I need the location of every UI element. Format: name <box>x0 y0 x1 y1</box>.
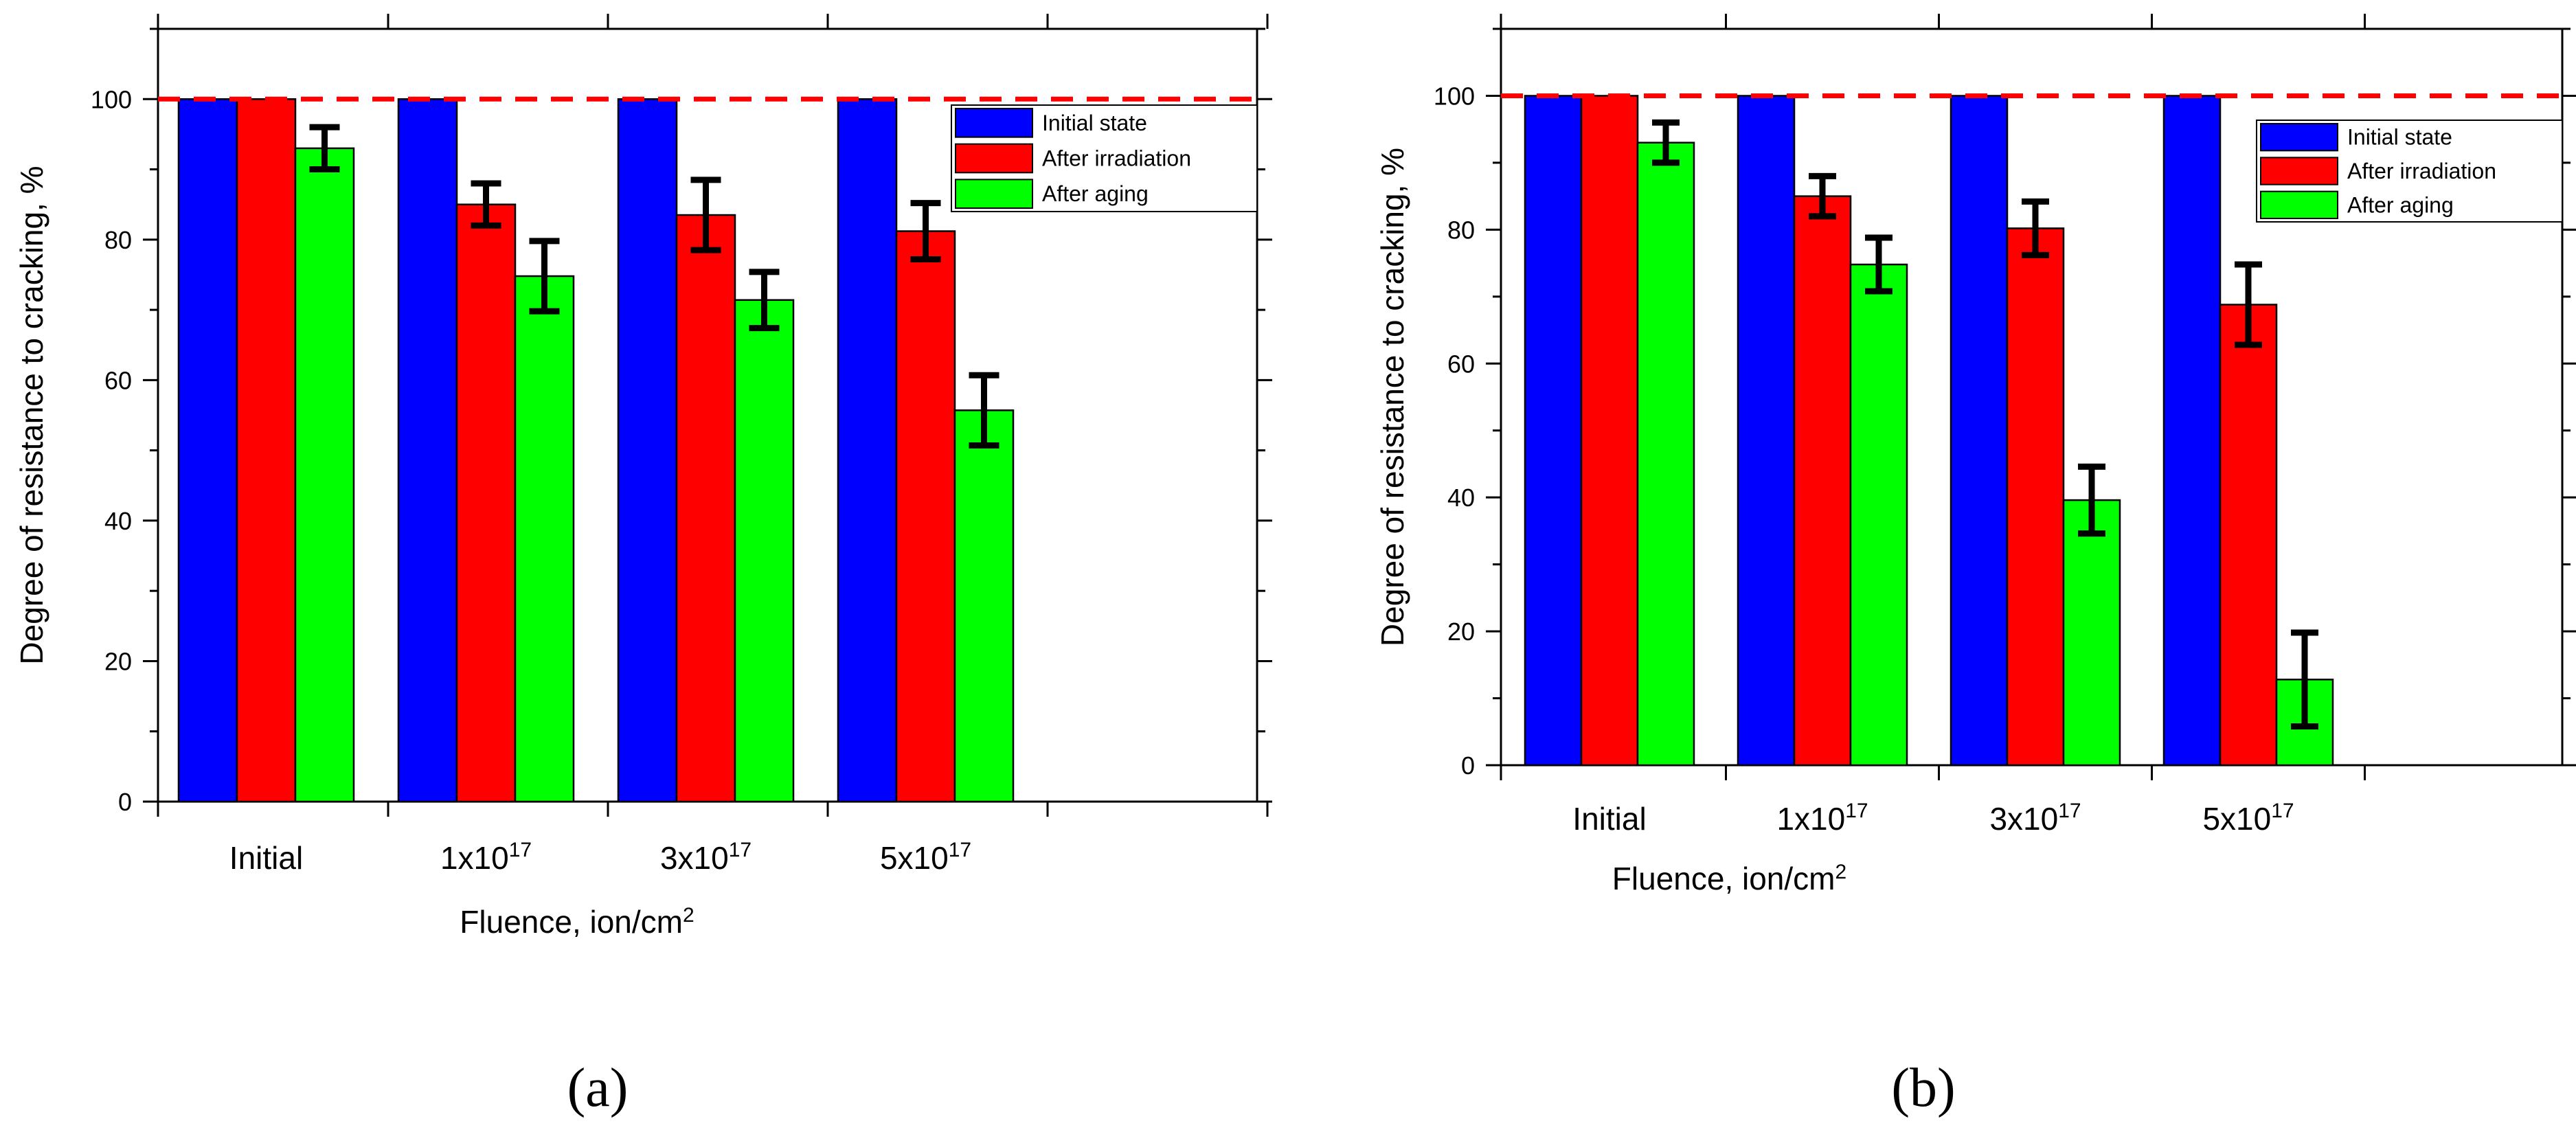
panel-b-bar-after-irradiation-1 <box>1793 195 1852 767</box>
panel-b-bar-after-aging-1 <box>1849 263 1908 767</box>
panel-b-category-label-0: Initial <box>1572 801 1646 837</box>
panel-a-y-tick-label: 60 <box>104 366 132 394</box>
panel-b-category-labels: Initial 1x1017 3x1017 5x1017 <box>1572 800 2294 837</box>
panel-b-category-label-1: 1x1017 <box>1776 800 1868 837</box>
panel-b-errorbar-after-irradiation-2 <box>2022 198 2049 258</box>
panel-a-errorbar-after-aging-0 <box>309 124 340 173</box>
panel-a-category-label-0: Initial <box>229 840 303 876</box>
panel-b-y-tick-label: 60 <box>1447 350 1475 378</box>
panel-a-bar-after-irradiation-0 <box>236 98 297 803</box>
panel-b-errorbar-after-aging-1 <box>1865 234 1893 295</box>
panel-b-legend: Initial state After irradiation After agin… <box>2256 120 2563 223</box>
panel-a-bar-initial-state-2 <box>617 98 678 803</box>
panel-a-category-labels: Initial 1x1017 3x1017 5x1017 <box>229 839 971 876</box>
panel-b-category-label-3: 5x1017 <box>2202 800 2294 837</box>
panel-b-y-tick-label: 0 <box>1461 751 1475 780</box>
panel-b-label: (b) <box>1891 1058 1955 1118</box>
panel-a-bar-after-aging-3 <box>953 409 1015 803</box>
panel-a-x-axis-title: Fluence, ion/cm2 <box>460 904 694 940</box>
panel-b-legend-label-1: After irradiation <box>2347 159 2496 183</box>
panel-a-legend-label-2: After aging <box>1042 181 1149 206</box>
panel-b-category-label-2: 3x1017 <box>1989 800 2081 837</box>
panel-b-errorbars <box>1652 119 2318 729</box>
panel-a-bars <box>177 98 1015 803</box>
panel-a-errorbar-after-aging-2 <box>749 269 780 332</box>
panel-a-errorbar-after-irradiation-1 <box>471 180 501 229</box>
panel-b-chart: 0 20 40 60 80 100 Initial 1x1017 3x1017 5x1017 F… <box>1375 14 2576 1118</box>
panel-a-bar-after-irradiation-3 <box>895 230 956 803</box>
panel-b-legend-swatch-0 <box>2260 123 2338 152</box>
panel-a-legend-label-1: After irradiation <box>1042 146 1191 171</box>
panel-a-x-axis <box>157 14 1269 817</box>
panel-b-legend-label-0: Initial state <box>2347 125 2452 150</box>
panel-a-bar-after-aging-2 <box>734 299 795 803</box>
panel-b-bar-after-irradiation-0 <box>1580 95 1639 767</box>
panel-b-bar-initial-state-3 <box>2162 95 2222 767</box>
panel-a-y-tick-label: 80 <box>104 226 132 254</box>
panel-a-errorbars <box>309 124 999 449</box>
panel-a-errorbar-after-aging-1 <box>529 238 560 315</box>
panel-a-bar-after-aging-1 <box>514 275 575 803</box>
panel-b-errorbar-after-irradiation-1 <box>1809 172 1836 220</box>
panel-a-bar-initial-state-3 <box>837 98 898 803</box>
panel-a-errorbar-after-aging-3 <box>969 372 999 449</box>
panel-a-label: (a) <box>567 1058 629 1118</box>
panel-b-bar-after-aging-0 <box>1636 142 1695 767</box>
panel-b-y-tick-label: 40 <box>1447 484 1475 512</box>
panel-b-bar-initial-state-1 <box>1737 95 1796 767</box>
panel-b-legend-label-2: After aging <box>2347 192 2454 217</box>
panel-b-bar-after-aging-2 <box>2062 499 2121 767</box>
panel-b-errorbar-after-aging-3 <box>2291 629 2318 729</box>
panel-b-y-tick-label: 100 <box>1434 82 1475 110</box>
panel-a-y-tick-label: 40 <box>104 507 132 535</box>
panel-a-legend-label-0: Initial state <box>1042 111 1147 135</box>
panel-a-y-axis: 0 20 40 60 80 100 <box>91 27 1272 816</box>
panel-b-errorbar-after-aging-0 <box>1652 119 1680 166</box>
panel-a-chart: 0 20 40 60 80 100 Initial 1x1017 3x1017 5x1017 F… <box>14 14 1272 1118</box>
panel-a-bar-initial-state-0 <box>177 98 238 803</box>
panel-a-bar-after-irradiation-1 <box>455 203 517 803</box>
panel-a-legend-swatch-0 <box>955 108 1033 138</box>
panel-b-x-axis <box>1500 14 2366 780</box>
panel-b-x-axis-title: Fluence, ion/cm2 <box>1612 861 1846 896</box>
panel-b-y-axis-title: Degree of resistance to cracking, % <box>1375 148 1410 646</box>
panel-a-y-tick-label: 0 <box>118 788 132 816</box>
panel-a-legend-swatch-1 <box>955 143 1033 174</box>
panel-a-errorbar-after-irradiation-2 <box>690 177 721 253</box>
panel-b-y-tick-label: 20 <box>1447 618 1475 646</box>
panel-a-y-axis-title: Degree of resistance to cracking, % <box>14 166 49 664</box>
panel-b-bar-initial-state-0 <box>1524 95 1583 767</box>
panel-b-legend-swatch-2 <box>2260 190 2338 219</box>
panel-a-category-label-2: 3x1017 <box>660 839 752 876</box>
panel-b-bar-after-irradiation-3 <box>2219 304 2278 767</box>
panel-a-category-label-1: 1x1017 <box>440 839 532 876</box>
panel-a-legend-swatch-2 <box>955 179 1033 210</box>
panel-a-legend: Initial state After irradiation After agin… <box>951 104 1258 212</box>
panel-b-y-tick-label: 80 <box>1447 216 1475 244</box>
panel-a-bar-after-aging-0 <box>294 147 355 803</box>
panel-b-y-axis: 0 20 40 60 80 100 <box>1434 27 2576 780</box>
panel-a-y-tick-label: 20 <box>104 647 132 675</box>
panel-a-y-tick-label: 100 <box>91 85 132 113</box>
panel-a-bar-after-irradiation-2 <box>675 214 736 803</box>
panel-b-errorbar-after-aging-2 <box>2078 463 2105 537</box>
panel-a-category-label-3: 5x1017 <box>880 839 971 876</box>
panel-b-legend-swatch-1 <box>2260 157 2338 185</box>
panel-b-bar-initial-state-2 <box>1950 95 2009 767</box>
panel-b-bars <box>1524 95 2334 767</box>
panel-a-bar-initial-state-1 <box>397 98 458 803</box>
panel-b-errorbar-after-irradiation-3 <box>2235 261 2262 348</box>
panel-a-errorbar-after-irradiation-3 <box>910 200 941 262</box>
panel-b-bar-after-irradiation-2 <box>2006 227 2065 767</box>
